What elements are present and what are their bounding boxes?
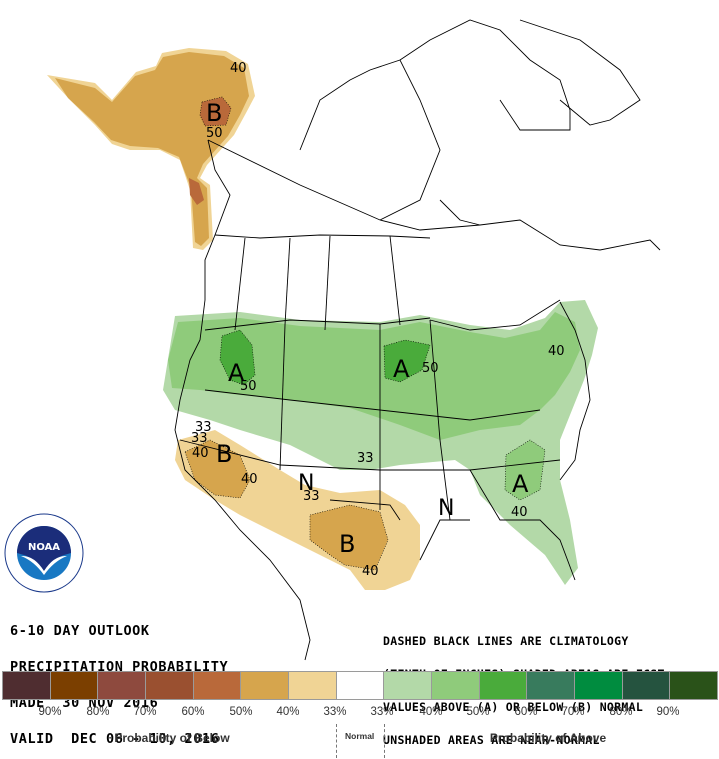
tick-below-40: 40%: [276, 706, 300, 718]
legend-color-bar: [2, 671, 718, 700]
legend-swatch-above-70: [575, 672, 623, 699]
svg-text:33: 33: [195, 420, 212, 435]
variable-title: PRECIPITATION PROBABILITY: [10, 659, 229, 675]
noaa-logo: NOAA: [4, 513, 84, 593]
svg-text:33: 33: [303, 489, 320, 504]
legend-swatch-normal: [336, 672, 385, 699]
svg-text:B: B: [206, 99, 222, 127]
svg-text:40: 40: [548, 344, 565, 359]
tick-above-40: 40%: [419, 706, 443, 718]
tick-below-90: 90%: [38, 706, 62, 718]
tick-above-50: 50%: [466, 706, 490, 718]
legend-swatch-above-90: [670, 672, 718, 699]
svg-text:50: 50: [240, 379, 257, 394]
legend-swatch-below-80: [50, 672, 99, 699]
svg-text:33: 33: [357, 451, 374, 466]
tick-above-70: 70%: [561, 706, 585, 718]
alaska-below-area: [47, 48, 255, 250]
svg-text:N: N: [298, 471, 314, 496]
legend-swatch-below-40: [241, 672, 290, 699]
svg-text:A: A: [512, 470, 529, 498]
normal-divider-left: [336, 724, 337, 758]
tick-above-60: 60%: [514, 706, 538, 718]
note-line-4: UNSHADED AREAS ARE NEAR-NORMAL: [383, 733, 600, 747]
tick-below-60: 60%: [181, 706, 205, 718]
product-title: 6-10 DAY OUTLOOK: [10, 623, 150, 639]
legend-swatch-below-70: [98, 672, 147, 699]
tick-above-90: 90%: [656, 706, 680, 718]
svg-text:B: B: [216, 440, 232, 468]
svg-text:NOAA: NOAA: [28, 542, 60, 553]
svg-text:40: 40: [241, 472, 258, 487]
normal-label: Normal: [345, 731, 375, 741]
svg-text:N: N: [438, 496, 454, 521]
legend-swatch-above-50: [479, 672, 528, 699]
legend-swatch-below-50: [193, 672, 242, 699]
tick-below-80: 80%: [86, 706, 110, 718]
svg-text:A: A: [228, 359, 245, 387]
tick-below-50: 50%: [229, 706, 253, 718]
contour-labels: 40 50 50 50 40 33 33 40 40 33 33 40 40: [191, 61, 565, 579]
probability-below-label: Probability of Below: [114, 731, 230, 745]
svg-text:50: 50: [422, 361, 439, 376]
region-labels: B B B A A A N N: [206, 99, 529, 558]
legend-swatch-above-40: [432, 672, 480, 699]
legend-swatch-below-60: [146, 672, 194, 699]
tick-above-33: 33%: [370, 706, 394, 718]
valid-dates: VALID DEC 06 - 10, 2016: [10, 731, 220, 747]
coastlines-and-borders: [174, 19, 661, 661]
note-line-1: DASHED BLACK LINES ARE CLIMATOLOGY: [383, 634, 629, 648]
svg-text:33: 33: [191, 431, 208, 446]
svg-text:40: 40: [511, 505, 528, 520]
precipitation-outlook-map: B B B A A A N N 40 50 50 50 40 33 33 40 …: [47, 19, 661, 661]
legend-swatch-below-90: [3, 672, 51, 699]
probability-above-label: Probability of Above: [489, 731, 607, 745]
legend-swatch-above-60: [527, 672, 576, 699]
svg-text:40: 40: [230, 61, 247, 76]
svg-text:B: B: [339, 530, 355, 558]
svg-text:40: 40: [192, 446, 209, 461]
tick-above-80: 80%: [609, 706, 633, 718]
svg-text:50: 50: [206, 126, 223, 141]
svg-text:A: A: [393, 355, 410, 383]
tick-below-70: 70%: [133, 706, 157, 718]
legend-swatch-above-33: [384, 672, 433, 699]
legend-swatch-above-80: [622, 672, 671, 699]
svg-text:40: 40: [362, 564, 379, 579]
legend-swatch-below-33: [289, 672, 337, 699]
us-above-area: [163, 300, 598, 585]
tick-below-33: 33%: [323, 706, 347, 718]
note-line-3: VALUES ABOVE (A) OR BELOW (B) NORMAL: [383, 700, 644, 714]
normal-divider-right: [384, 724, 385, 758]
southwest-below-area: [175, 430, 420, 590]
